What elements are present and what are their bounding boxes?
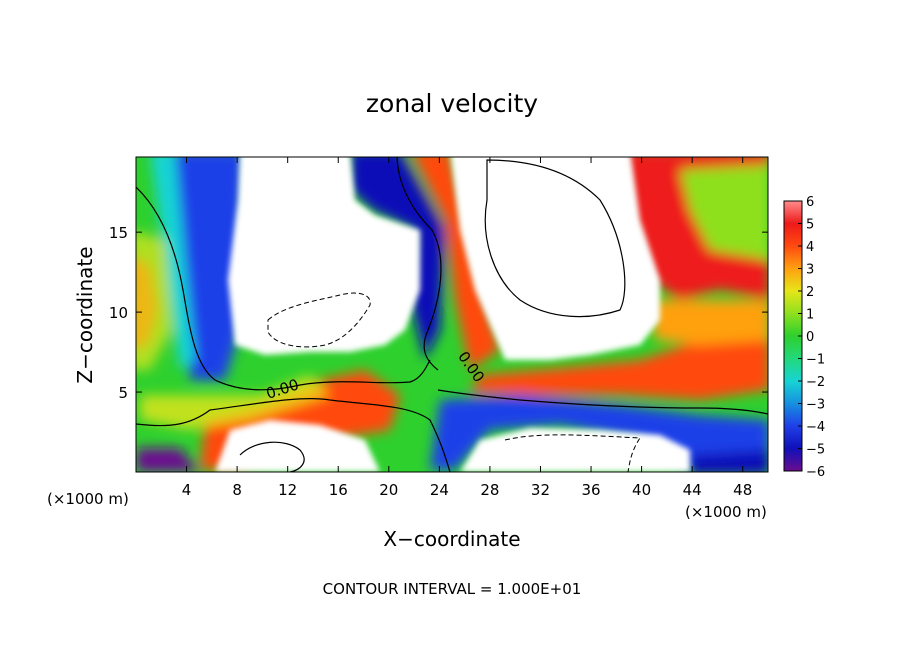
colorbar-tick-label: 1 bbox=[806, 308, 814, 323]
x-tick-label: 24 bbox=[430, 481, 449, 499]
field-upper-right-green bbox=[680, 165, 768, 260]
x-tick-label: 28 bbox=[480, 481, 499, 499]
y-tick-label: 15 bbox=[109, 224, 128, 242]
field-center-red-ridge bbox=[413, 157, 500, 370]
x-unit-label-left: (×1000 m) bbox=[47, 490, 129, 508]
x-unit-label-right: (×1000 m) bbox=[685, 503, 767, 521]
x-tick-label: 36 bbox=[581, 481, 600, 499]
field-white-upper-right bbox=[450, 157, 660, 360]
contour-dashed-upper bbox=[267, 292, 371, 348]
x-tick-label: 44 bbox=[683, 481, 702, 499]
contour-center-zero bbox=[396, 157, 442, 371]
colorbar-tick-label: 4 bbox=[806, 240, 814, 255]
field-white-lower-left bbox=[215, 420, 380, 472]
field-white-lower-right bbox=[460, 428, 690, 472]
chart-title: zonal velocity bbox=[366, 89, 538, 118]
contour-upper-right-closed bbox=[484, 159, 626, 318]
plot-frame bbox=[135, 156, 769, 473]
field-white-upper-center bbox=[228, 157, 420, 355]
colorbar-tick-label: −3 bbox=[806, 398, 825, 413]
contour-lower-left-loop bbox=[239, 441, 305, 472]
contour-dashed-lower bbox=[504, 434, 641, 472]
x-tick-label: 40 bbox=[632, 481, 651, 499]
x-tick-label: 48 bbox=[733, 481, 752, 499]
colorbar-tick-label: −1 bbox=[806, 353, 825, 368]
colorbar-tick-label: 2 bbox=[806, 285, 814, 300]
plot-area: 0.00 0.00 bbox=[135, 156, 769, 473]
x-tick-label: 32 bbox=[531, 481, 550, 499]
field-left-cyan-edge bbox=[150, 157, 195, 370]
field-lower-purple bbox=[690, 450, 768, 472]
x-tick-label: 8 bbox=[232, 481, 242, 499]
field-bottom-left-purple bbox=[136, 448, 200, 472]
x-tick-label: 4 bbox=[182, 481, 192, 499]
colorbar-tick-label: 3 bbox=[806, 263, 814, 278]
x-axis-ticks: 4 8 12 16 20 24 28 32 36 40 44 48 bbox=[182, 157, 752, 499]
y-tick-label: 10 bbox=[109, 304, 128, 322]
field-mid-red-band bbox=[470, 320, 768, 400]
colorbar-tick-label: −6 bbox=[806, 465, 825, 480]
colorbar-tick-label: 0 bbox=[806, 330, 814, 345]
x-tick-label: 20 bbox=[379, 481, 398, 499]
colorbar-tick-label: −5 bbox=[806, 443, 825, 458]
colorbar-tick-label: −4 bbox=[806, 420, 825, 435]
contour-lower-zero bbox=[437, 389, 768, 415]
y-axis-ticks: 5 10 15 bbox=[109, 224, 768, 402]
colorbar-tick-label: 5 bbox=[806, 218, 814, 233]
contour-lower-left-zero bbox=[136, 398, 451, 472]
colorbar-tick-label: 6 bbox=[806, 195, 814, 210]
colorbar: 6 5 4 3 2 1 0 −1 −2 −3 −4 −5 −6 bbox=[783, 195, 825, 480]
contour-interval-note: CONTOUR INTERVAL = 1.000E+01 bbox=[323, 580, 582, 598]
field-middle-blue-arc bbox=[350, 157, 445, 360]
y-axis-title: Z−coordinate bbox=[73, 246, 97, 383]
field-left-yellow bbox=[136, 231, 172, 370]
colorbar-tick-label: −2 bbox=[806, 375, 825, 390]
x-axis-title: X−coordinate bbox=[383, 527, 520, 551]
colorbar-ticks: 6 5 4 3 2 1 0 −1 −2 −3 −4 −5 −6 bbox=[798, 195, 825, 480]
contour-left-zero bbox=[136, 186, 431, 391]
x-tick-label: 16 bbox=[329, 481, 348, 499]
y-tick-label: 5 bbox=[118, 384, 128, 402]
x-tick-label: 12 bbox=[278, 481, 297, 499]
field-right-orange bbox=[650, 300, 768, 345]
